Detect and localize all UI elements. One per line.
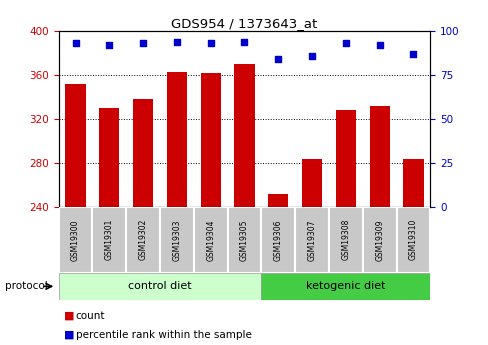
Point [173, 39, 181, 45]
Text: GSM19304: GSM19304 [206, 219, 215, 260]
Bar [99, 108, 119, 207]
Point [105, 42, 113, 48]
Text: count: count [76, 311, 105, 321]
Text: percentile rank within the sample: percentile rank within the sample [76, 330, 251, 339]
Point [206, 41, 214, 46]
Bar [362, 207, 396, 273]
Bar [261, 207, 295, 273]
Bar [261, 273, 429, 300]
Text: GDS954 / 1373643_at: GDS954 / 1373643_at [171, 17, 317, 30]
Bar [267, 194, 288, 207]
Bar [328, 207, 362, 273]
Point [341, 41, 349, 46]
Bar [193, 207, 227, 273]
Point [274, 57, 282, 62]
Text: GSM19307: GSM19307 [307, 219, 316, 260]
Text: GSM19303: GSM19303 [172, 219, 181, 260]
Point [139, 41, 147, 46]
Text: ■: ■ [63, 311, 74, 321]
Text: GSM19308: GSM19308 [341, 219, 349, 260]
Text: ketogenic diet: ketogenic diet [305, 282, 385, 291]
Point [72, 41, 80, 46]
Text: GSM19301: GSM19301 [104, 219, 114, 260]
Bar [369, 106, 389, 207]
Point [307, 53, 315, 58]
Bar [335, 110, 355, 207]
Bar [65, 84, 85, 207]
Bar [301, 159, 322, 207]
Bar [295, 207, 328, 273]
Bar [396, 207, 429, 273]
Bar [166, 72, 187, 207]
Text: GSM19302: GSM19302 [139, 219, 147, 260]
Bar [59, 273, 261, 300]
Point [408, 51, 416, 57]
Bar [133, 99, 153, 207]
Text: GSM19306: GSM19306 [273, 219, 282, 260]
Text: GSM19310: GSM19310 [408, 219, 417, 260]
Text: protocol: protocol [5, 282, 47, 291]
Bar [403, 159, 423, 207]
Text: ■: ■ [63, 330, 74, 339]
Text: GSM19305: GSM19305 [240, 219, 248, 260]
Bar [227, 207, 261, 273]
Point [240, 39, 248, 45]
Text: control diet: control diet [128, 282, 191, 291]
Bar [92, 207, 126, 273]
Text: GSM19309: GSM19309 [374, 219, 384, 260]
Bar [234, 64, 254, 207]
Text: GSM19300: GSM19300 [71, 219, 80, 260]
Bar [200, 73, 221, 207]
Bar [126, 207, 160, 273]
Bar [59, 207, 92, 273]
Bar [160, 207, 193, 273]
Point [375, 42, 383, 48]
